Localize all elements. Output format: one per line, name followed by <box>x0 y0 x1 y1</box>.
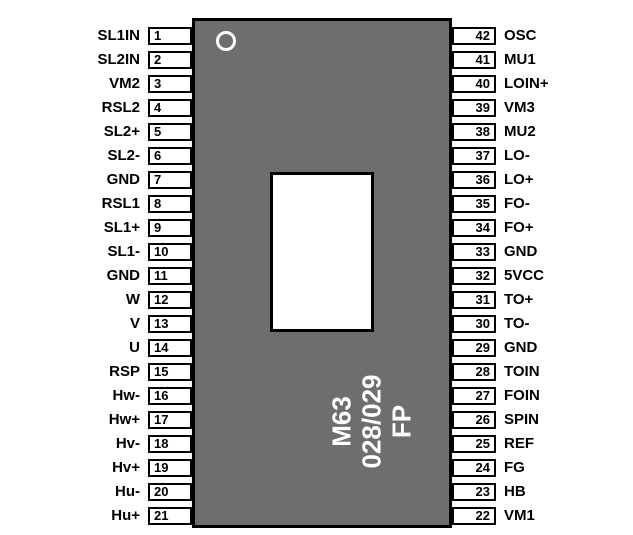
pin-number-box: 5 <box>148 123 192 141</box>
pin-label: RSP <box>109 363 140 381</box>
pin-label: GND <box>504 243 537 261</box>
pin-label: SL1+ <box>104 219 140 237</box>
pin-label: V <box>130 315 140 333</box>
pin-label: VM2 <box>109 75 140 93</box>
pin-label: OSC <box>504 27 537 45</box>
pin-number-box: 10 <box>148 243 192 261</box>
pin-label: LO- <box>504 147 530 165</box>
pin-number-box: 2 <box>148 51 192 69</box>
chip-label-line: FP <box>387 341 418 501</box>
pin-number-box: 18 <box>148 435 192 453</box>
ic-pinout-diagram: M63028/029FP1SL1IN2SL2IN3VM24RSL25SL2+6S… <box>0 0 633 535</box>
pin-number-box: 14 <box>148 339 192 357</box>
pin-label: REF <box>504 435 534 453</box>
pin-number-box: 24 <box>452 459 496 477</box>
pin-label: VM1 <box>504 507 535 525</box>
pin-number-box: 36 <box>452 171 496 189</box>
pin-label: Hv+ <box>112 459 140 477</box>
pin-number-box: 38 <box>452 123 496 141</box>
pin-label: U <box>129 339 140 357</box>
pin-label: SL2IN <box>97 51 140 69</box>
pin-number-box: 34 <box>452 219 496 237</box>
pin-number-box: 39 <box>452 99 496 117</box>
pin-label: SL1IN <box>97 27 140 45</box>
pin-label: Hv- <box>116 435 140 453</box>
pin-number-box: 35 <box>452 195 496 213</box>
pin-number-box: 16 <box>148 387 192 405</box>
pin-label: RSL1 <box>102 195 140 213</box>
pin-label: SL2+ <box>104 123 140 141</box>
pin-number-box: 41 <box>452 51 496 69</box>
pin-label: HB <box>504 483 526 501</box>
pin-label: TOIN <box>504 363 540 381</box>
chip-inner-window <box>270 172 374 332</box>
pin-number-box: 17 <box>148 411 192 429</box>
pin-number-box: 1 <box>148 27 192 45</box>
pin-number-box: 30 <box>452 315 496 333</box>
pin-number-box: 19 <box>148 459 192 477</box>
pin-number-box: 31 <box>452 291 496 309</box>
pin-number-box: 3 <box>148 75 192 93</box>
pin-number-box: 7 <box>148 171 192 189</box>
pin-number-box: 28 <box>452 363 496 381</box>
pin-number-box: 40 <box>452 75 496 93</box>
pin-number-box: 22 <box>452 507 496 525</box>
pin-number-box: 21 <box>148 507 192 525</box>
pin-number-box: 26 <box>452 411 496 429</box>
pin-label: TO- <box>504 315 530 333</box>
pin-number-box: 42 <box>452 27 496 45</box>
pin-label: W <box>126 291 140 309</box>
pin-number-box: 32 <box>452 267 496 285</box>
pin-number-box: 27 <box>452 387 496 405</box>
pin-label: MU2 <box>504 123 536 141</box>
pin-label: SL1- <box>107 243 140 261</box>
pin-number-box: 8 <box>148 195 192 213</box>
pin-label: FO+ <box>504 219 534 237</box>
pin-number-box: 25 <box>452 435 496 453</box>
pin-label: GND <box>107 171 140 189</box>
pin-label: FOIN <box>504 387 540 405</box>
pin-number-box: 20 <box>148 483 192 501</box>
pin-label: TO+ <box>504 291 533 309</box>
pin-number-box: 9 <box>148 219 192 237</box>
pin-number-box: 33 <box>452 243 496 261</box>
pin-label: Hw- <box>113 387 141 405</box>
pin-label: VM3 <box>504 99 535 117</box>
pin-number-box: 23 <box>452 483 496 501</box>
pin-label: Hw+ <box>109 411 140 429</box>
chip-label-line: M63 <box>327 341 358 501</box>
chip-label-line: 028/029 <box>357 341 388 501</box>
pin-number-box: 13 <box>148 315 192 333</box>
pin-label: LO+ <box>504 171 534 189</box>
pin-label: SL2- <box>107 147 140 165</box>
pin-number-box: 11 <box>148 267 192 285</box>
pin-label: 5VCC <box>504 267 544 285</box>
pin-label: FG <box>504 459 525 477</box>
pin-label: MU1 <box>504 51 536 69</box>
pin-number-box: 15 <box>148 363 192 381</box>
pin-label: SPIN <box>504 411 539 429</box>
pin-number-box: 12 <box>148 291 192 309</box>
pin-number-box: 37 <box>452 147 496 165</box>
pin-number-box: 29 <box>452 339 496 357</box>
pin-label: Hu+ <box>111 507 140 525</box>
pin-number-box: 6 <box>148 147 192 165</box>
pin-label: Hu- <box>115 483 140 501</box>
pin-label: GND <box>107 267 140 285</box>
pin-label: GND <box>504 339 537 357</box>
pin-label: RSL2 <box>102 99 140 117</box>
pin1-dot <box>216 31 236 51</box>
pin-label: LOIN+ <box>504 75 549 93</box>
pin-label: FO- <box>504 195 530 213</box>
pin-number-box: 4 <box>148 99 192 117</box>
